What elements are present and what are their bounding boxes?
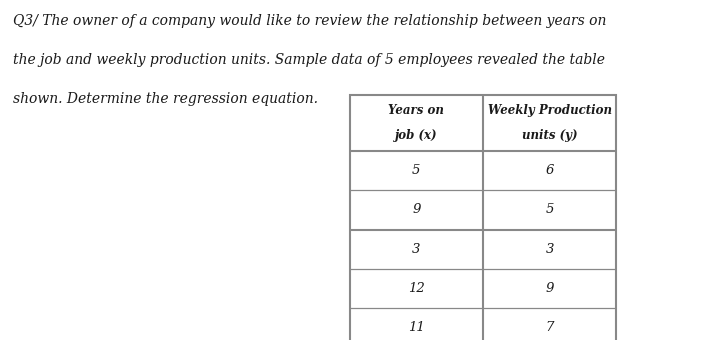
Text: 3: 3 <box>412 242 420 256</box>
Text: job (x): job (x) <box>395 129 438 142</box>
Text: 11: 11 <box>408 321 425 334</box>
Text: the job and weekly production units. Sample data of 5 employees revealed the tab: the job and weekly production units. Sam… <box>13 53 605 67</box>
Text: Years on: Years on <box>389 104 444 117</box>
Text: Q3/ The owner of a company would like to review the relationship between years o: Q3/ The owner of a company would like to… <box>13 14 606 28</box>
Text: 12: 12 <box>408 282 425 295</box>
Text: Weekly Production: Weekly Production <box>488 104 611 117</box>
Text: 6: 6 <box>546 164 554 177</box>
Text: 5: 5 <box>546 203 554 217</box>
Text: 3: 3 <box>546 242 554 256</box>
Text: 7: 7 <box>546 321 554 334</box>
Text: 9: 9 <box>546 282 554 295</box>
Text: units (y): units (y) <box>522 129 578 142</box>
Text: shown. Determine the regression equation.: shown. Determine the regression equation… <box>13 92 318 106</box>
Text: 9: 9 <box>412 203 420 217</box>
Text: 5: 5 <box>412 164 420 177</box>
